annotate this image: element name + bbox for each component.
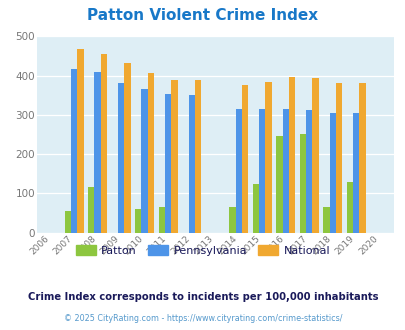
Bar bbox=[141, 89, 147, 233]
Bar bbox=[124, 63, 130, 233]
Bar bbox=[329, 113, 335, 233]
Bar bbox=[352, 113, 358, 233]
Bar bbox=[147, 73, 154, 233]
Bar bbox=[171, 80, 177, 233]
Text: Crime Index corresponds to incidents per 100,000 inhabitants: Crime Index corresponds to incidents per… bbox=[28, 292, 377, 302]
Legend: Patton, Pennsylvania, National: Patton, Pennsylvania, National bbox=[71, 241, 334, 260]
Bar bbox=[252, 183, 258, 233]
Bar bbox=[228, 207, 235, 233]
Bar bbox=[135, 209, 141, 233]
Bar bbox=[275, 136, 282, 233]
Bar bbox=[265, 82, 271, 233]
Bar bbox=[94, 72, 100, 233]
Bar bbox=[258, 109, 265, 233]
Bar bbox=[158, 207, 164, 233]
Bar bbox=[64, 211, 71, 233]
Bar bbox=[299, 135, 305, 233]
Bar bbox=[235, 109, 241, 233]
Bar bbox=[118, 83, 124, 233]
Text: © 2025 CityRating.com - https://www.cityrating.com/crime-statistics/: © 2025 CityRating.com - https://www.city… bbox=[64, 314, 341, 323]
Bar bbox=[322, 207, 329, 233]
Bar bbox=[88, 187, 94, 233]
Bar bbox=[346, 182, 352, 233]
Bar bbox=[358, 83, 365, 233]
Bar bbox=[305, 110, 311, 233]
Bar bbox=[335, 83, 341, 233]
Bar bbox=[288, 77, 294, 233]
Bar bbox=[194, 80, 201, 233]
Bar bbox=[311, 78, 318, 233]
Bar bbox=[71, 69, 77, 233]
Bar bbox=[241, 84, 247, 233]
Bar bbox=[188, 95, 194, 233]
Bar bbox=[77, 49, 83, 233]
Text: Patton Violent Crime Index: Patton Violent Crime Index bbox=[87, 8, 318, 23]
Bar bbox=[100, 54, 107, 233]
Bar bbox=[282, 109, 288, 233]
Bar bbox=[164, 94, 171, 233]
